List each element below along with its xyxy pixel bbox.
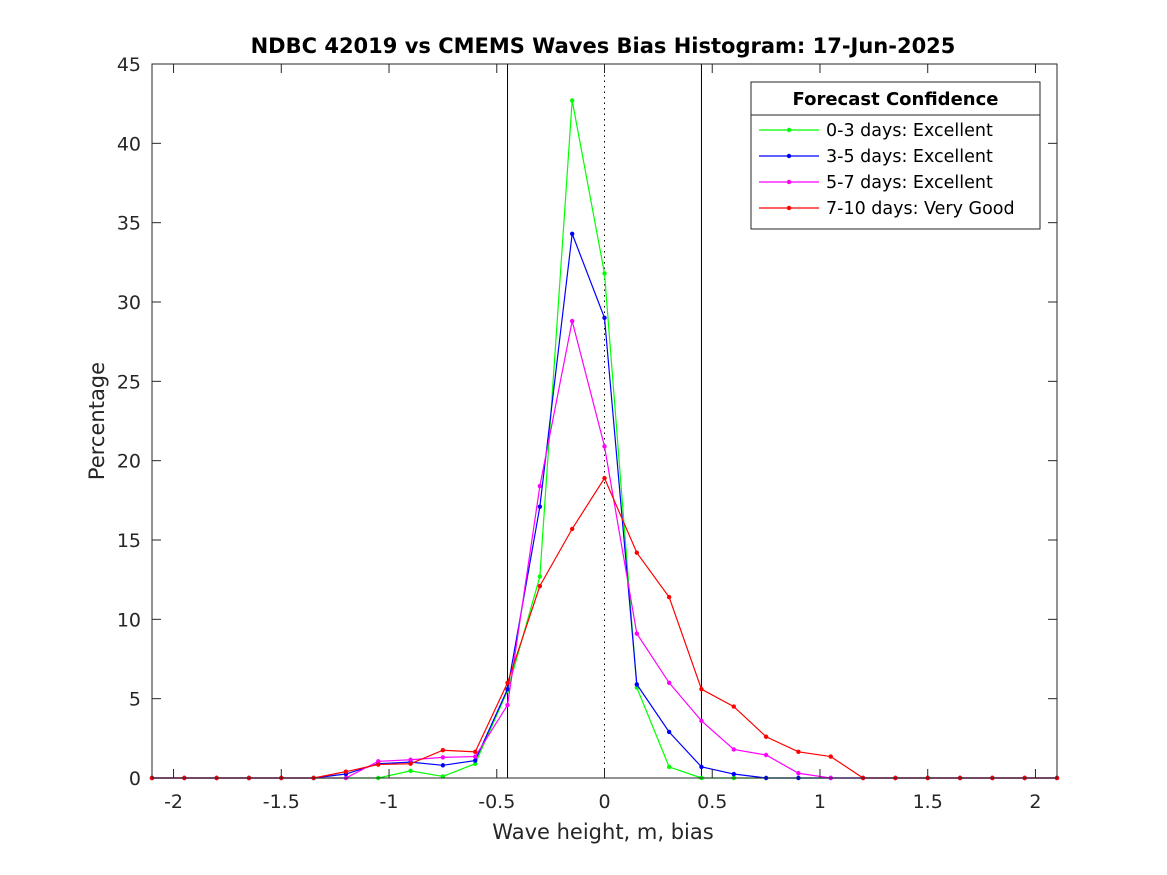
x-tick-label-2: -1 [380, 791, 399, 813]
data-point-3-18 [731, 704, 736, 709]
x-tick-label-3: -0.5 [478, 791, 515, 813]
y-tick-label-7: 35 [117, 213, 141, 235]
legend-swatch-marker-1 [786, 153, 792, 159]
data-point-2-15 [634, 631, 640, 636]
data-point-2-7 [376, 759, 381, 764]
legend-entry-0: 0-3 days: Excellent [826, 121, 993, 141]
data-point-2-12 [537, 483, 543, 489]
data-point-1-18 [731, 771, 736, 777]
data-point-2-16 [666, 680, 672, 685]
y-axis-label: Percentage [85, 362, 109, 480]
data-point-3-11 [505, 680, 510, 685]
y-tick-label-6: 30 [117, 292, 141, 314]
data-point-2-9 [440, 755, 446, 760]
data-point-1-15 [634, 682, 640, 687]
data-point-3-16 [666, 594, 672, 600]
data-point-1-17 [699, 764, 704, 770]
x-tick-label-7: 1.5 [913, 791, 943, 813]
data-point-2-19 [763, 752, 769, 758]
y-tick-label-3: 15 [117, 530, 141, 552]
data-point-3-7 [376, 762, 381, 767]
data-point-2-13 [569, 318, 575, 324]
data-point-3-6 [343, 769, 349, 774]
chart-title: NDBC 42019 vs CMEMS Waves Bias Histogram… [251, 34, 956, 58]
data-point-3-20 [796, 749, 801, 755]
x-tick-label-1: -1.5 [263, 791, 300, 813]
y-tick-label-1: 5 [129, 689, 141, 711]
data-point-0-14 [602, 271, 607, 276]
data-point-2-10 [473, 754, 478, 759]
legend-title: Forecast Confidence [793, 89, 999, 110]
data-point-2-14 [602, 444, 607, 449]
data-point-1-16 [666, 729, 672, 735]
data-point-3-13 [569, 526, 575, 532]
data-point-3-21 [828, 754, 833, 759]
data-point-1-9 [440, 763, 446, 768]
data-point-2-8 [408, 757, 413, 762]
legend-swatch-marker-2 [786, 179, 792, 185]
data-point-0-10 [473, 761, 478, 766]
data-point-2-17 [699, 718, 704, 724]
x-tick-label-8: 2 [1029, 791, 1041, 813]
x-tick-label-6: 1 [814, 791, 826, 813]
data-point-2-18 [731, 747, 736, 752]
data-point-1-13 [569, 231, 575, 236]
data-point-0-13 [569, 98, 575, 103]
data-point-2-20 [796, 771, 801, 776]
y-tick-label-0: 0 [129, 768, 141, 790]
x-tick-label-5: 0.5 [697, 791, 727, 813]
data-point-3-17 [699, 686, 704, 692]
data-point-3-8 [408, 761, 413, 766]
data-point-3-12 [537, 583, 543, 589]
data-point-1-11 [505, 686, 510, 692]
legend-swatch-marker-0 [786, 127, 792, 133]
x-tick-label-0: -2 [164, 791, 183, 813]
legend-swatch-marker-3 [786, 205, 792, 211]
data-point-3-10 [473, 749, 478, 755]
data-point-1-10 [473, 758, 478, 763]
x-tick-label-4: 0 [598, 791, 610, 813]
x-axis-label: Wave height, m, bias [492, 820, 713, 844]
y-tick-label-9: 45 [117, 54, 141, 76]
y-tick-label-5: 25 [117, 371, 141, 393]
y-tick-label-2: 10 [117, 609, 141, 631]
y-tick-label-4: 20 [117, 451, 141, 473]
y-tick-label-8: 40 [117, 133, 141, 155]
data-point-3-9 [440, 748, 446, 753]
legend-entry-3: 7-10 days: Very Good [826, 199, 1015, 219]
data-point-1-12 [537, 504, 543, 509]
data-point-3-19 [763, 734, 769, 739]
legend-entry-1: 3-5 days: Excellent [826, 147, 993, 167]
data-point-0-16 [666, 764, 672, 770]
legend: Forecast Confidence 0-3 days: Excellent 3-… [750, 81, 1041, 230]
legend-entry-2: 5-7 days: Excellent [826, 173, 993, 193]
data-point-3-14 [602, 475, 607, 481]
reference-lines [507, 64, 702, 778]
data-point-3-15 [634, 550, 640, 555]
data-point-0-12 [537, 574, 543, 579]
data-point-0-8 [408, 768, 413, 774]
data-point-2-11 [505, 702, 510, 708]
data-point-1-14 [602, 315, 607, 321]
